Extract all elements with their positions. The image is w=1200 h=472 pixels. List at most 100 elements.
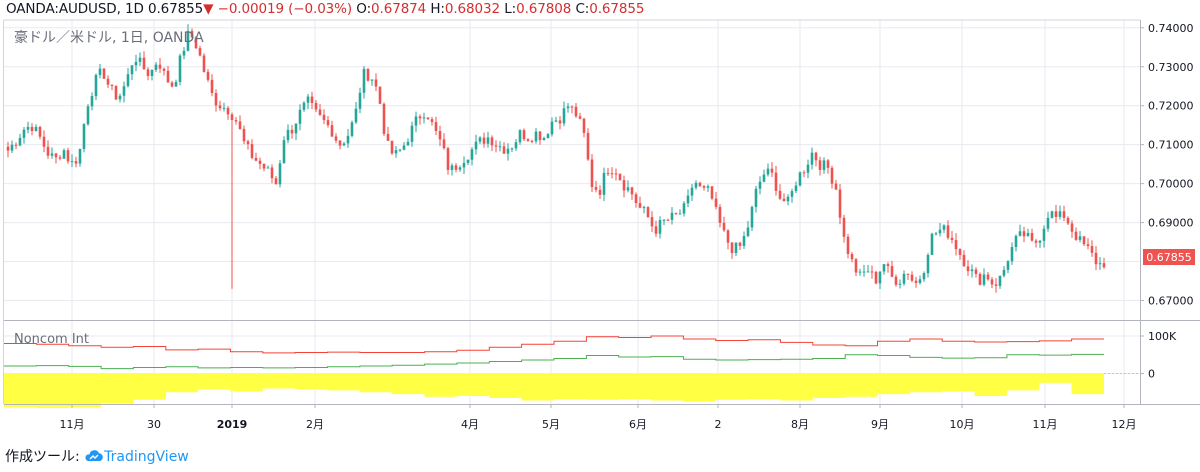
candle-body bbox=[346, 135, 350, 144]
time-axis[interactable]: 11月 30 2019 2月 4月 5月 6月 2 8月 9月 10月 11月 12月 bbox=[60, 404, 1137, 431]
candle-body bbox=[482, 137, 486, 144]
candle-body bbox=[842, 217, 846, 237]
candle-body bbox=[1026, 232, 1030, 237]
candle-body bbox=[486, 137, 490, 144]
candle-body bbox=[230, 114, 234, 121]
candle-body bbox=[838, 189, 842, 218]
candle-body bbox=[374, 79, 378, 87]
indicator-tick-label: 100K bbox=[1148, 330, 1177, 343]
candle-body bbox=[914, 280, 918, 283]
candle-body bbox=[662, 219, 666, 221]
last-price-badge bbox=[1143, 249, 1195, 265]
candle-body bbox=[790, 191, 794, 197]
candle-body bbox=[122, 86, 126, 96]
candle-body bbox=[954, 240, 958, 250]
candle-body bbox=[418, 116, 422, 119]
price-candles bbox=[6, 24, 1106, 293]
candle-body bbox=[238, 121, 242, 129]
candle-body bbox=[66, 150, 70, 162]
candle-body bbox=[474, 141, 478, 150]
candle-body bbox=[22, 129, 26, 138]
candle-body bbox=[294, 123, 298, 134]
candle-body bbox=[438, 131, 442, 140]
candle-body bbox=[882, 264, 886, 272]
tradingview-link[interactable]: TradingView bbox=[104, 449, 189, 465]
candle-body bbox=[134, 61, 138, 66]
candle-body bbox=[414, 116, 418, 126]
candle-body bbox=[222, 107, 226, 109]
chart-canvas[interactable]: 0.74000 0.73000 0.72000 0.71000 0.70000 0.690… bbox=[0, 0, 1200, 446]
candle-body bbox=[166, 70, 170, 83]
time-tick-label: 11月 bbox=[1033, 418, 1058, 431]
candle-body bbox=[82, 124, 86, 149]
candle-body bbox=[654, 226, 658, 234]
candle-body bbox=[462, 162, 466, 168]
candle-body bbox=[18, 137, 22, 146]
candle-body bbox=[626, 187, 630, 191]
candle-body bbox=[106, 78, 110, 85]
candle-body bbox=[862, 271, 866, 273]
candle-body bbox=[1098, 263, 1102, 265]
candle-body bbox=[958, 249, 962, 255]
candle-body bbox=[846, 236, 850, 254]
candle-body bbox=[58, 157, 62, 159]
candle-body bbox=[254, 157, 258, 161]
candle-body bbox=[54, 153, 58, 158]
candle-body bbox=[602, 172, 606, 195]
candle-body bbox=[218, 105, 222, 109]
candle-body bbox=[446, 148, 450, 170]
candle-body bbox=[314, 102, 318, 110]
open-value: 0.67874 bbox=[371, 1, 427, 17]
price-axis[interactable]: 0.74000 0.73000 0.72000 0.71000 0.70000 0.690… bbox=[1140, 22, 1194, 381]
candle-body bbox=[34, 126, 38, 131]
candle-body bbox=[1030, 232, 1034, 241]
candle-body bbox=[546, 134, 550, 139]
candle-body bbox=[370, 79, 374, 81]
candle-body bbox=[930, 233, 934, 255]
candle-body bbox=[942, 225, 946, 230]
candle-body bbox=[642, 207, 646, 209]
candle-body bbox=[450, 165, 454, 170]
candle-body bbox=[646, 207, 650, 218]
candle-body bbox=[710, 186, 714, 199]
candle-body bbox=[742, 236, 746, 246]
candle-body bbox=[78, 148, 82, 164]
candle-body bbox=[530, 140, 534, 142]
candle-body bbox=[306, 96, 310, 103]
candle-body bbox=[810, 152, 814, 165]
candle-body bbox=[162, 68, 166, 71]
candle-body bbox=[458, 167, 462, 170]
candle-body bbox=[178, 55, 182, 82]
candle-body bbox=[694, 182, 698, 188]
candle-body bbox=[42, 136, 46, 147]
candle-body bbox=[1102, 263, 1106, 268]
candle-body bbox=[174, 81, 178, 87]
price-tick-label: 0.71000 bbox=[1148, 139, 1194, 152]
candle-body bbox=[102, 68, 106, 79]
candle-body bbox=[674, 212, 678, 214]
candle-body bbox=[514, 142, 518, 149]
candle-body bbox=[10, 144, 14, 151]
candle-body bbox=[690, 187, 694, 196]
candle-body bbox=[422, 117, 426, 119]
candle-body bbox=[342, 143, 346, 146]
price-pane-title: 豪ドル／米ドル, 1日, OANDA bbox=[14, 30, 204, 46]
tradingview-cloud-icon bbox=[85, 450, 103, 461]
candle-body bbox=[782, 198, 786, 202]
time-tick-label: 2月 bbox=[306, 418, 324, 431]
candle-body bbox=[426, 117, 430, 120]
candle-body bbox=[1018, 231, 1022, 236]
time-tick-label: 10月 bbox=[950, 418, 975, 431]
candle-body bbox=[398, 149, 402, 151]
candle-body bbox=[578, 116, 582, 119]
candle-body bbox=[290, 129, 294, 134]
candle-body bbox=[282, 140, 286, 164]
time-tick-label: 2 bbox=[715, 418, 722, 431]
candle-body bbox=[1014, 235, 1018, 247]
grid-lines bbox=[4, 20, 1140, 404]
candle-body bbox=[990, 279, 994, 285]
candle-body bbox=[190, 30, 194, 38]
candle-body bbox=[686, 195, 690, 204]
candle-body bbox=[338, 140, 342, 146]
candle-body bbox=[38, 126, 42, 137]
